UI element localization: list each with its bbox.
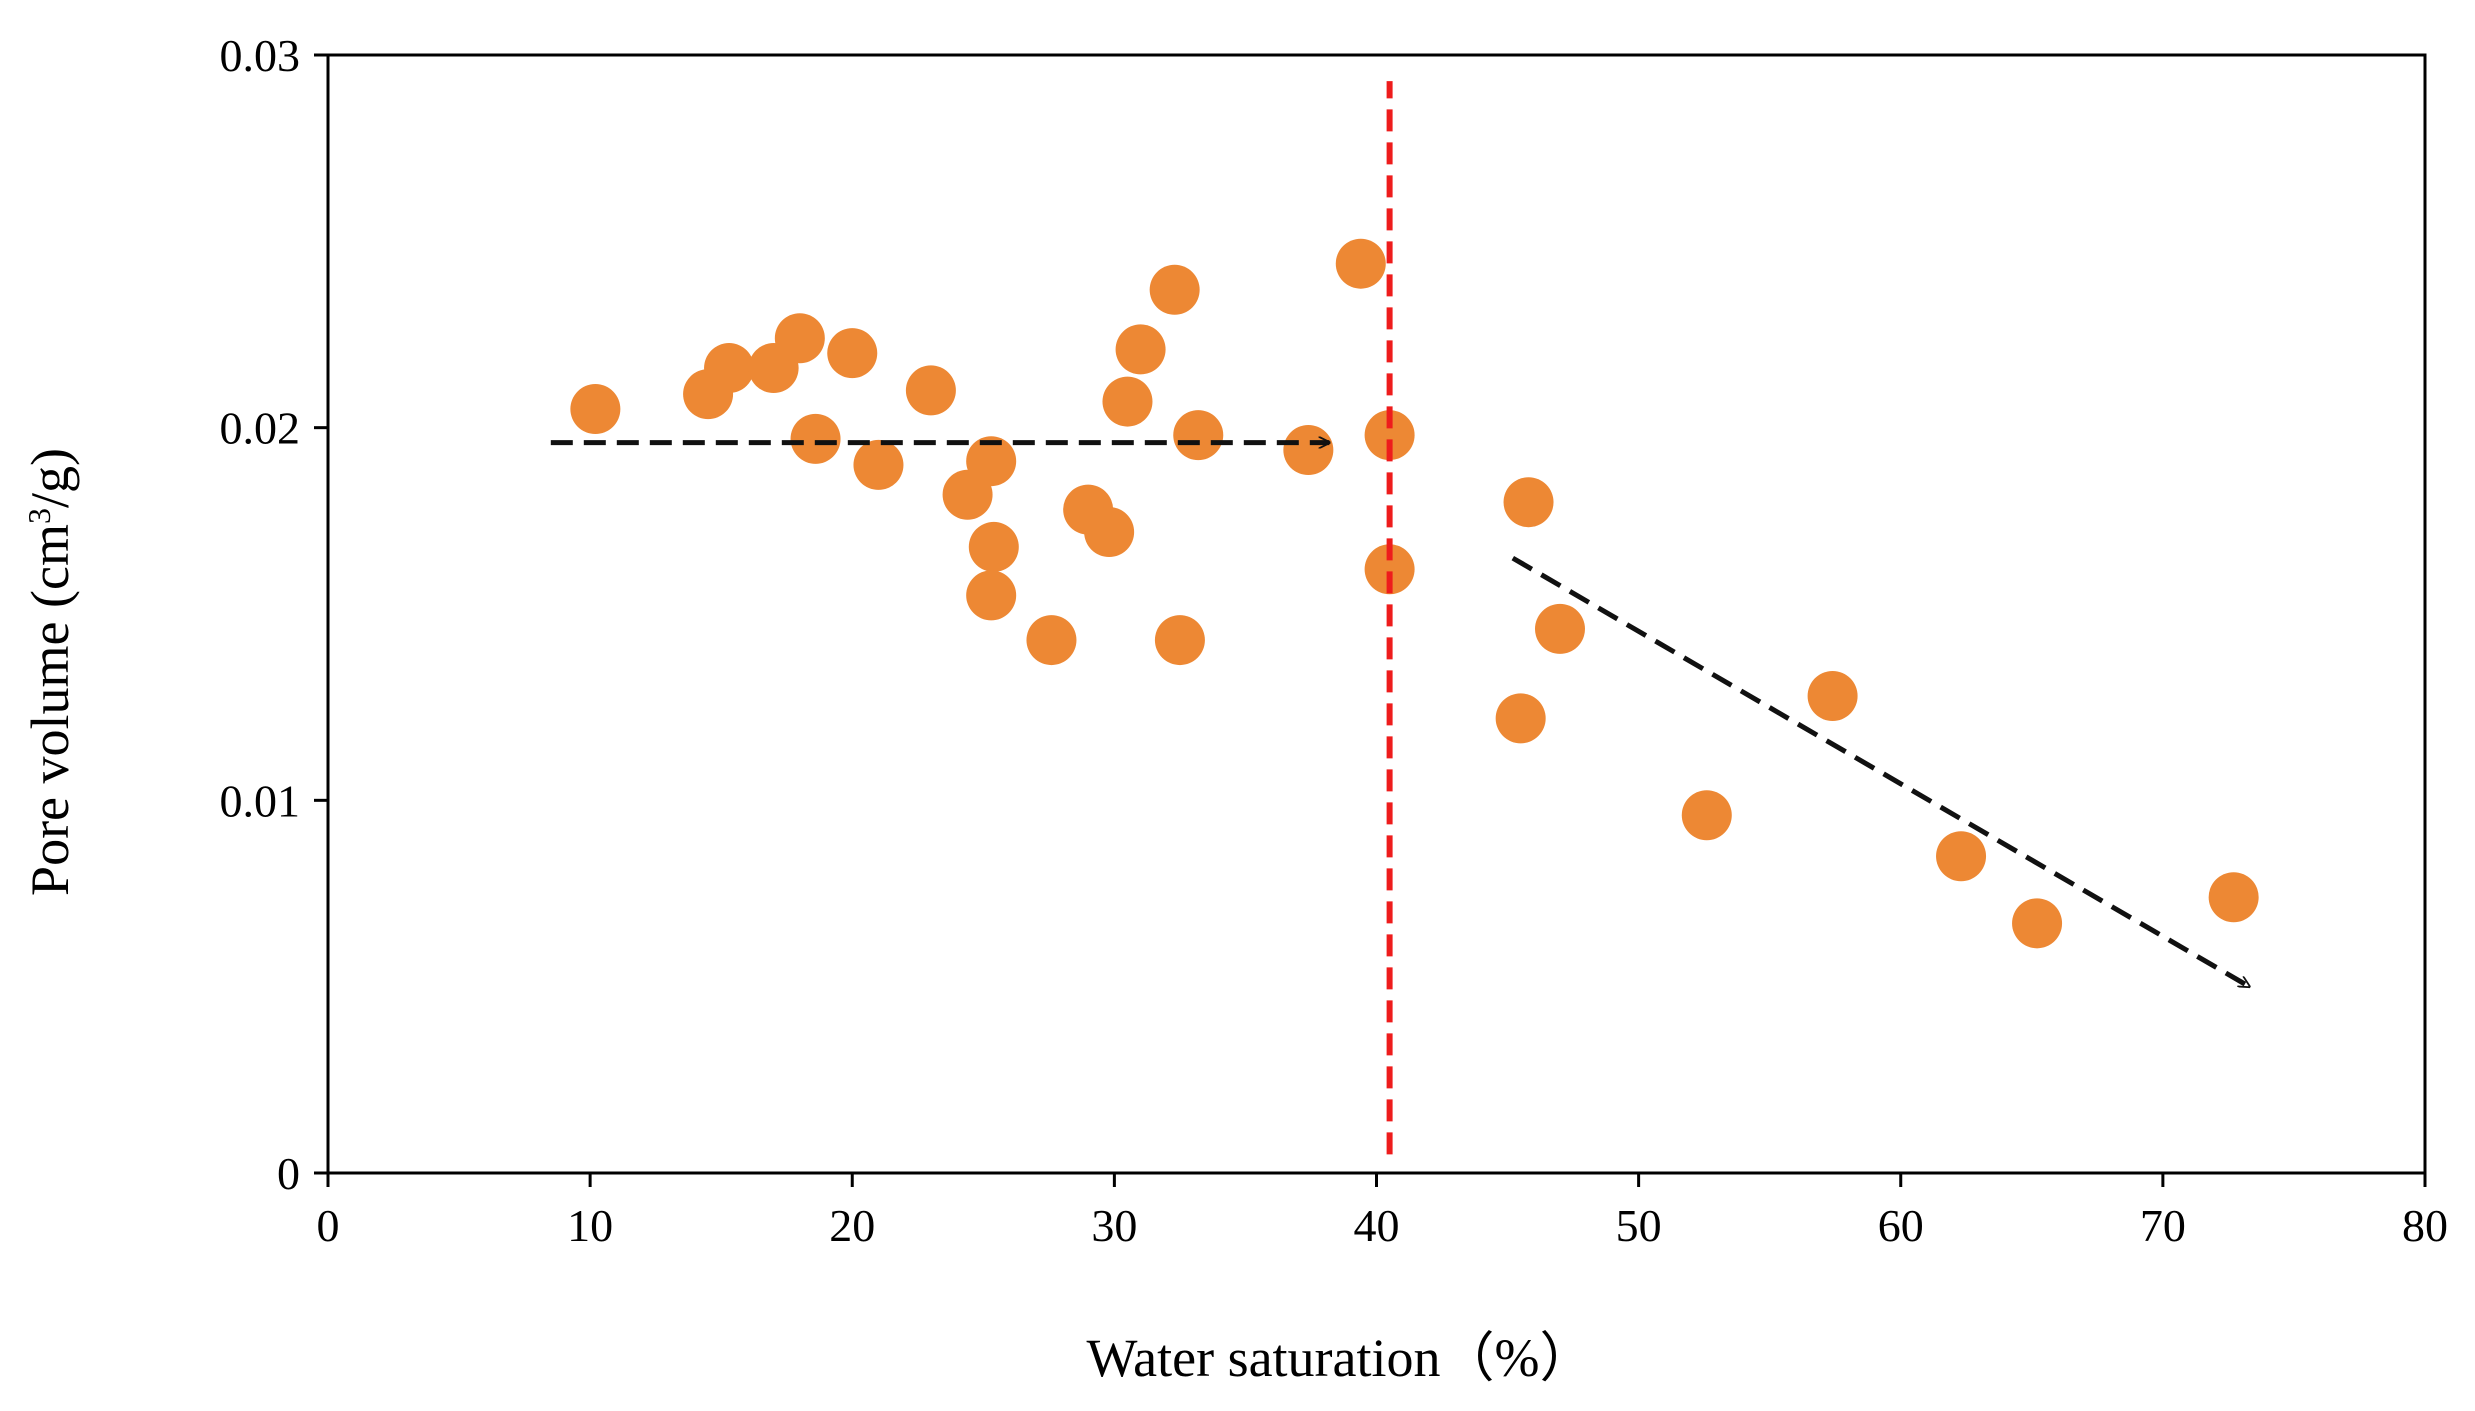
data-point [966,436,1017,487]
data-point [570,384,621,435]
data-point [853,439,904,490]
y-tick-label: 0 [277,1148,300,1199]
x-tick-label: 40 [1354,1200,1400,1251]
data-point [966,570,1017,621]
x-tick-label: 30 [1091,1200,1137,1251]
x-tick-label: 50 [1616,1200,1662,1251]
x-tick-label: 10 [567,1200,613,1251]
data-point [968,521,1019,572]
data-point [704,343,755,394]
plot-frame [326,53,2427,1175]
annotations [550,81,2250,1155]
data-point [1503,477,1554,528]
data-point [1149,264,1200,315]
plot-border [326,53,2427,1175]
y-axis-title: Pore volume (cm3/g) [20,448,80,896]
data-points [570,238,2259,949]
y-tick-label: 0.01 [220,775,301,826]
data-point [1102,376,1153,427]
data-point [1283,425,1334,476]
data-point [1534,603,1585,654]
data-point [1495,693,1546,744]
x-tick-label: 20 [829,1200,875,1251]
data-point [2012,898,2063,949]
data-point [827,328,878,379]
data-point [1115,324,1166,375]
x-tick-label: 0 [317,1200,340,1251]
x-axis: 0 10 20 30 40 50 60 70 80 [317,1173,2448,1251]
data-point [1681,790,1732,841]
x-axis-title: Water saturation（%） [1087,1328,1594,1388]
x-tick-label: 70 [2140,1200,2186,1251]
data-point [2208,872,2259,923]
y-axis: 0 0.01 0.02 0.03 [220,30,328,1199]
data-point [1026,615,1077,666]
y-tick-label: 0.03 [220,30,301,81]
data-point [1364,544,1415,595]
data-point [1084,507,1135,558]
y-axis-title-superscript: 3 [21,508,57,524]
data-point [1173,410,1224,461]
x-tick-label: 60 [1878,1200,1924,1251]
trend-arrow [1511,555,2250,989]
data-point [1335,238,1386,289]
data-point [1364,410,1415,461]
y-tick-label: 0.02 [220,403,301,454]
data-point [1807,670,1858,721]
x-tick-label: 80 [2402,1200,2448,1251]
data-point [1936,831,1987,882]
data-point [774,313,825,364]
y-axis-title-main: Pore volume (cm [20,524,80,896]
data-point [790,413,841,464]
y-axis-title-end: /g) [20,448,80,508]
data-point [1154,615,1205,666]
data-point [905,365,956,416]
